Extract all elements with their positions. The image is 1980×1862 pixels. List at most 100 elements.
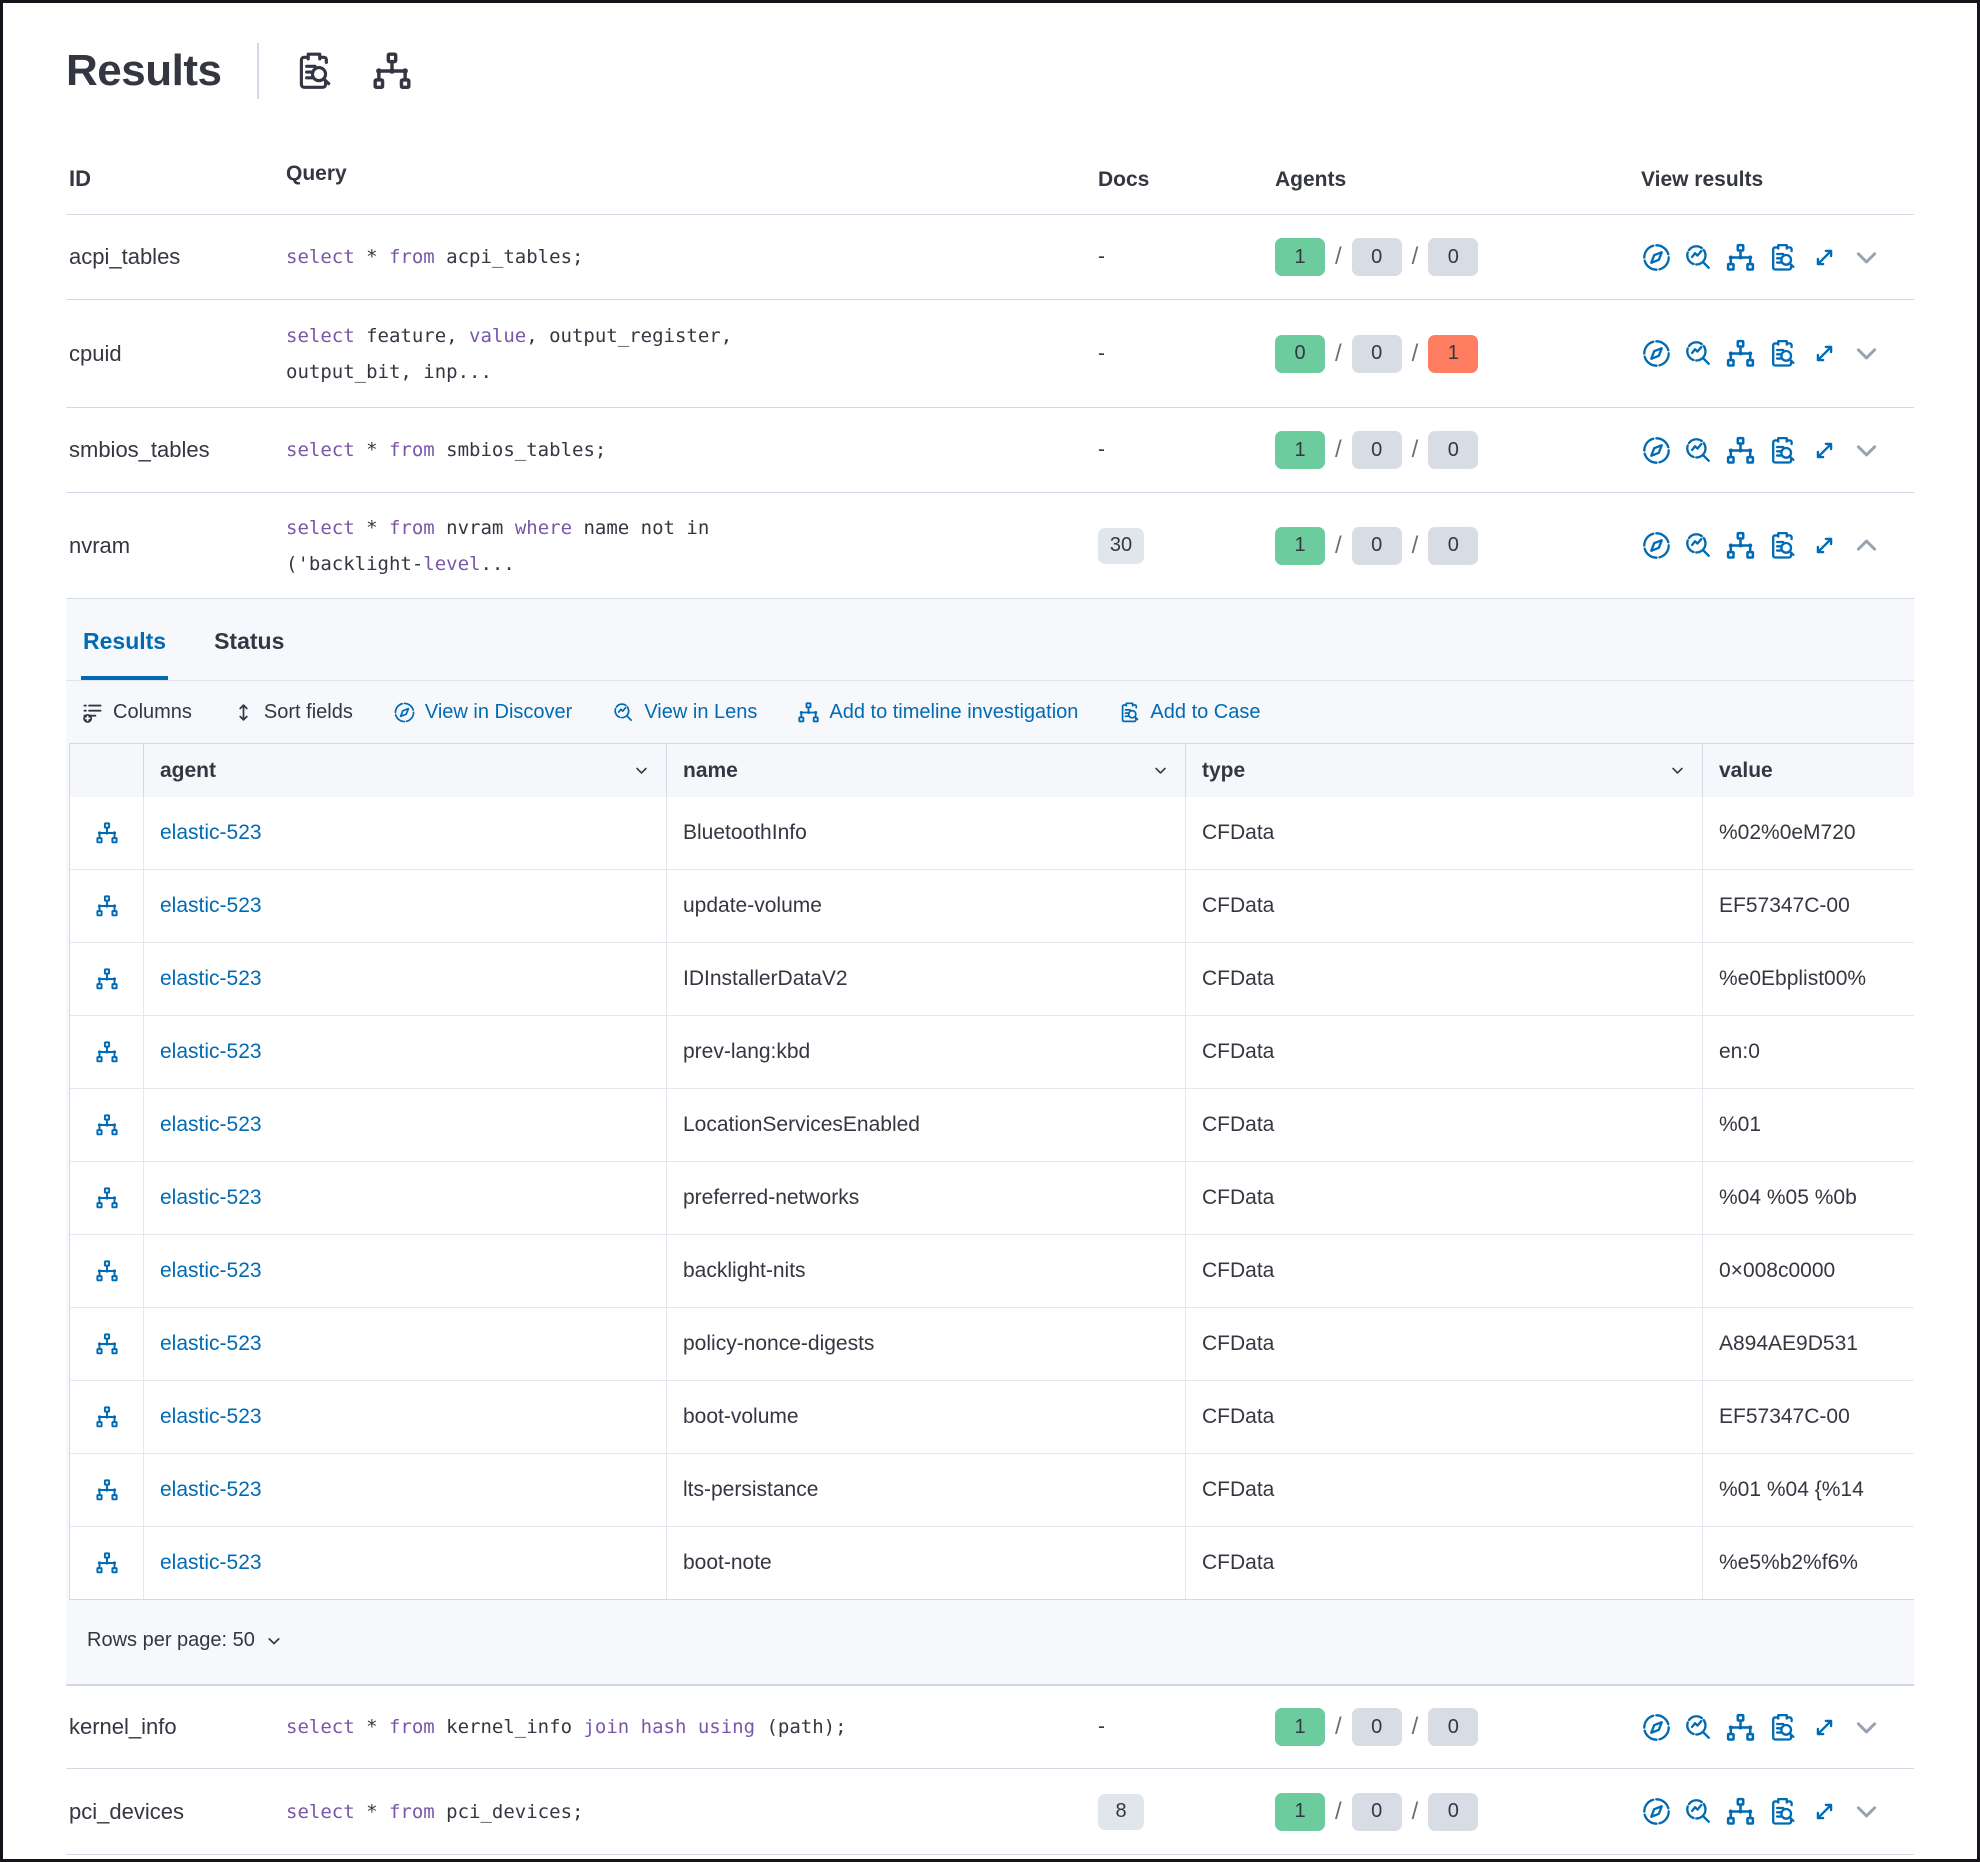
add-to-timeline-button[interactable] <box>95 1478 119 1502</box>
grid-row: elastic-523 prev-lang:kbd CFData en:0 <box>70 1015 1914 1088</box>
view-results-actions <box>1631 1796 1914 1827</box>
agent-link[interactable]: elastic-523 <box>160 1551 262 1574</box>
page-title: Results <box>66 45 222 95</box>
grid-cell-value: %e0Ebplist00% <box>1719 967 1867 990</box>
add-to-case-button[interactable] <box>1767 530 1798 561</box>
column-header-id: ID <box>69 166 91 191</box>
expand-results-button[interactable] <box>1809 338 1840 369</box>
agent-link[interactable]: elastic-523 <box>160 821 262 844</box>
add-to-case-button[interactable] <box>1767 1712 1798 1743</box>
add-to-timeline-button[interactable] <box>95 821 119 845</box>
tab-status[interactable]: Status <box>212 622 286 680</box>
tab-results[interactable]: Results <box>81 622 169 680</box>
rows-per-page-button[interactable]: Rows per page: 50 <box>81 1628 289 1653</box>
add-to-timeline-button[interactable] <box>1725 338 1756 369</box>
compass-icon <box>1641 1712 1672 1743</box>
node-tree-icon[interactable] <box>371 50 413 92</box>
add-to-timeline-button[interactable] <box>95 1551 119 1575</box>
agent-link[interactable]: elastic-523 <box>160 1259 262 1282</box>
toggle-row-button[interactable] <box>1851 242 1882 273</box>
view-in-discover-button[interactable] <box>1641 530 1672 561</box>
node-tree-icon <box>95 967 119 991</box>
sort-fields-button[interactable]: Sort fields <box>232 701 353 724</box>
expand-results-button[interactable] <box>1809 530 1840 561</box>
add-to-case-button[interactable]: Add to Case <box>1118 701 1261 724</box>
view-results-actions <box>1631 530 1914 561</box>
grid-row-actions <box>70 797 144 869</box>
expand-icon <box>1809 1796 1840 1827</box>
agent-link[interactable]: elastic-523 <box>160 1478 262 1501</box>
expand-results-button[interactable] <box>1809 1796 1840 1827</box>
agent-link[interactable]: elastic-523 <box>160 894 262 917</box>
view-in-discover-button[interactable] <box>1641 1796 1672 1827</box>
query-id: nvram <box>69 532 131 558</box>
expand-results-button[interactable] <box>1809 1712 1840 1743</box>
columns-label: Columns <box>113 700 192 723</box>
add-to-timeline-button[interactable] <box>1725 530 1756 561</box>
toggle-row-button[interactable] <box>1851 1712 1882 1743</box>
view-in-lens-button[interactable] <box>1683 242 1714 273</box>
toggle-row-button[interactable] <box>1851 530 1882 561</box>
view-in-discover-button[interactable] <box>1641 1712 1672 1743</box>
view-in-discover-button[interactable] <box>1641 338 1672 369</box>
add-to-case-button[interactable] <box>1767 242 1798 273</box>
grid-cell-name: IDInstallerDataV2 <box>667 943 1186 1015</box>
expand-results-button[interactable] <box>1809 435 1840 466</box>
view-in-discover-button[interactable] <box>1641 435 1672 466</box>
add-to-timeline-button[interactable] <box>1725 242 1756 273</box>
add-to-timeline-button[interactable] <box>1725 1796 1756 1827</box>
grid-header-agent[interactable]: agent <box>144 744 667 797</box>
add-to-timeline-button[interactable]: Add to timeline investigation <box>797 701 1078 724</box>
expand-results-button[interactable] <box>1809 242 1840 273</box>
grid-cell-name: boot-volume <box>667 1381 1186 1453</box>
agent-link[interactable]: elastic-523 <box>160 967 262 990</box>
view-in-lens-button[interactable] <box>1683 1712 1714 1743</box>
agent-link[interactable]: elastic-523 <box>160 1186 262 1209</box>
add-to-timeline-button[interactable] <box>95 1040 119 1064</box>
grid-row-actions <box>70 1016 144 1088</box>
inspect-icon[interactable] <box>293 50 335 92</box>
sort-fields-label: Sort fields <box>263 700 353 723</box>
add-to-timeline-button[interactable] <box>95 1113 119 1137</box>
page-header: Results <box>66 3 1914 108</box>
grid-header-value[interactable]: value <box>1703 744 1914 797</box>
add-to-timeline-button[interactable] <box>95 1259 119 1283</box>
grid-header-type[interactable]: type <box>1186 744 1703 797</box>
add-to-timeline-button[interactable] <box>95 894 119 918</box>
add-to-timeline-button[interactable] <box>95 1332 119 1356</box>
add-to-timeline-button[interactable] <box>95 1186 119 1210</box>
view-in-discover-button[interactable]: View in Discover <box>393 701 572 724</box>
add-to-timeline-button[interactable] <box>95 967 119 991</box>
query-row: cpuid select feature, value, output_regi… <box>66 300 1914 408</box>
grid-cell-name: boot-note <box>667 1527 1186 1599</box>
agent-link[interactable]: elastic-523 <box>160 1332 262 1355</box>
add-to-timeline-button[interactable] <box>1725 435 1756 466</box>
grid-header-name[interactable]: name <box>667 744 1186 797</box>
view-in-lens-button[interactable] <box>1683 435 1714 466</box>
add-to-timeline-button[interactable] <box>95 1405 119 1429</box>
toggle-row-button[interactable] <box>1851 338 1882 369</box>
grid-cell-type: CFData <box>1186 943 1703 1015</box>
agent-link[interactable]: elastic-523 <box>160 1040 262 1063</box>
compass-icon <box>1641 1796 1672 1827</box>
view-in-lens-button[interactable] <box>1683 530 1714 561</box>
add-to-timeline-button[interactable] <box>1725 1712 1756 1743</box>
node-tree-icon <box>1725 338 1756 369</box>
view-in-lens-button[interactable]: View in Lens <box>612 701 757 724</box>
view-in-lens-button[interactable] <box>1683 338 1714 369</box>
toggle-row-button[interactable] <box>1851 1796 1882 1827</box>
columns-button[interactable]: Columns <box>81 701 192 724</box>
agent-link[interactable]: elastic-523 <box>160 1405 262 1428</box>
view-in-discover-button[interactable] <box>1641 242 1672 273</box>
grid-cell-value: en:0 <box>1719 1040 1760 1063</box>
grid-cell-agent: elastic-523 <box>144 1235 667 1307</box>
node-tree-icon <box>95 1259 119 1283</box>
add-to-case-button[interactable] <box>1767 338 1798 369</box>
add-to-case-button[interactable] <box>1767 435 1798 466</box>
query-rows-top: acpi_tables select * from acpi_tables; -… <box>66 215 1914 598</box>
toggle-row-button[interactable] <box>1851 435 1882 466</box>
view-in-lens-button[interactable] <box>1683 1796 1714 1827</box>
agent-link[interactable]: elastic-523 <box>160 1113 262 1136</box>
add-to-case-button[interactable] <box>1767 1796 1798 1827</box>
expand-icon <box>1809 530 1840 561</box>
